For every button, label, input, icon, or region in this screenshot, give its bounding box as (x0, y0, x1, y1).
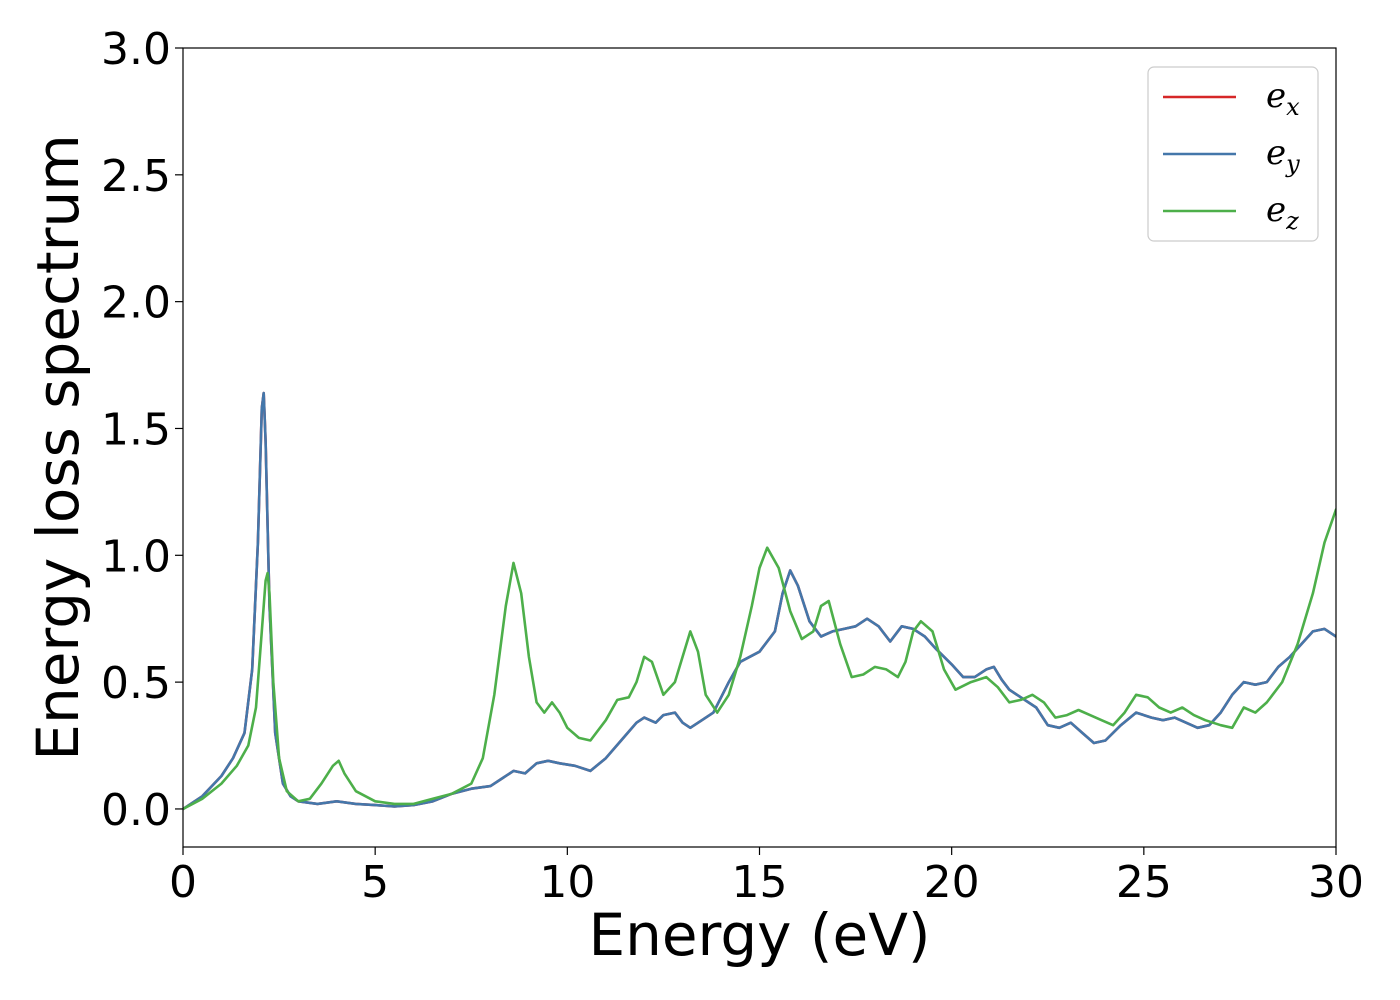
x-tick-label: 5 (361, 857, 389, 908)
y-axis-label: Energy loss spectrum (24, 134, 92, 760)
x-tick-label: 25 (1116, 857, 1172, 908)
x-tick-label: 30 (1308, 857, 1364, 908)
y-tick-label: 2.0 (101, 278, 171, 329)
y-tick-label: 3.0 (101, 24, 171, 75)
legend-entry-ex: ex (1266, 76, 1300, 121)
series-line-ey (183, 391, 1336, 811)
x-tick-label: 15 (732, 857, 788, 908)
y-tick-label: 0.0 (101, 785, 171, 836)
y-tick-label: 2.5 (101, 151, 171, 202)
x-tick-label: 10 (539, 857, 595, 908)
y-tick-label: 0.5 (101, 658, 171, 709)
y-tick-label: 1.5 (101, 404, 171, 455)
x-axis-label: Energy (eV) (588, 901, 930, 969)
legend-entry-ey: ey (1266, 133, 1300, 178)
x-tick-label: 0 (169, 857, 197, 908)
legend: ex ey ez (1147, 66, 1319, 242)
legend-entry-ez: ez (1266, 190, 1299, 235)
series-line-ez (183, 508, 1336, 811)
y-axis-ticks: 0.0 0.5 1.0 1.5 2.0 2.5 3.0 (101, 24, 183, 836)
x-axis-ticks: 0 5 10 15 20 25 30 (169, 847, 1364, 908)
series-layer (183, 391, 1336, 811)
y-tick-label: 1.0 (101, 531, 171, 582)
x-tick-label: 20 (924, 857, 980, 908)
